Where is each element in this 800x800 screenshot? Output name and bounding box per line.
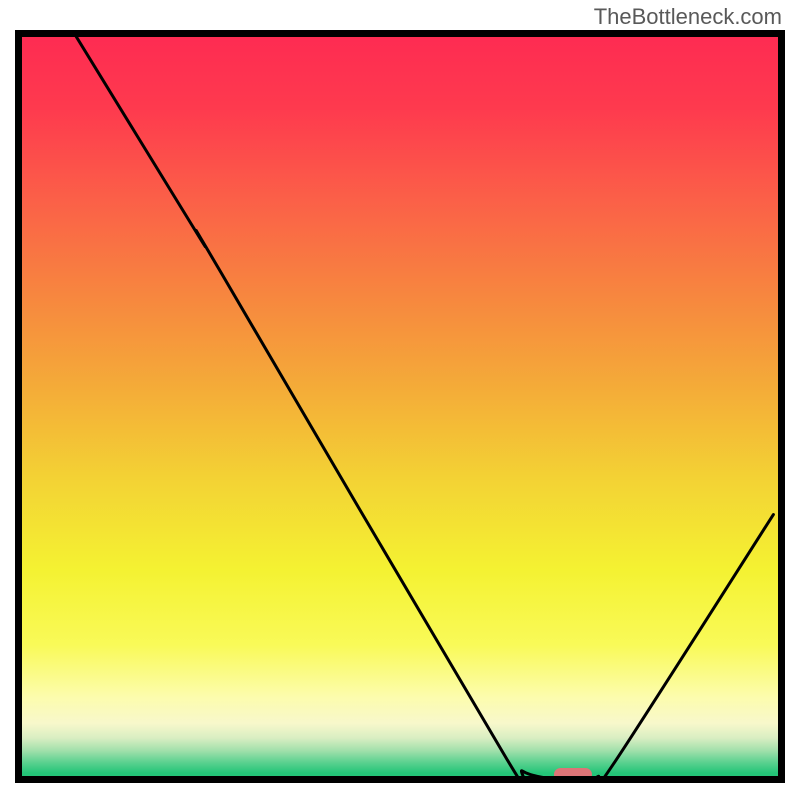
chart-svg	[15, 30, 785, 783]
watermark-text: TheBottleneck.com	[594, 4, 782, 30]
bottleneck-chart	[15, 30, 785, 783]
gradient-fill-rect	[19, 34, 781, 779]
